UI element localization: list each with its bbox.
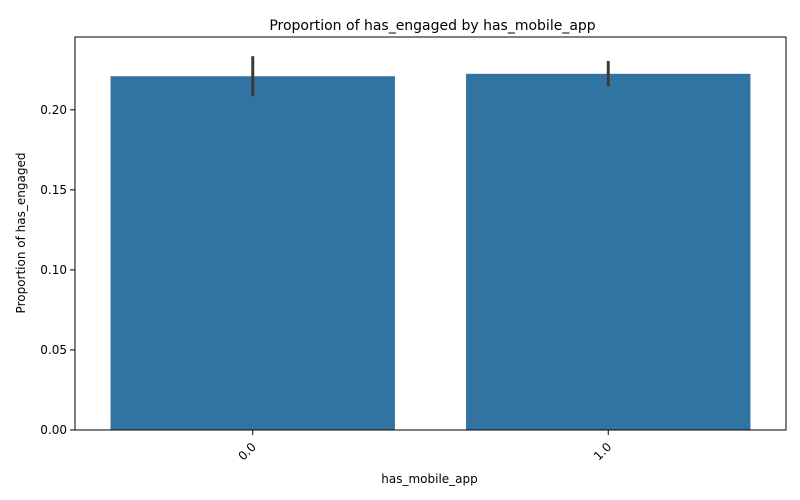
bars-group	[110, 73, 751, 431]
bar-1.0	[466, 73, 751, 431]
errorbars-group	[251, 56, 610, 97]
x-axis: 0.0 1.0	[235, 430, 614, 463]
y-axis: 0.00 0.05 0.10 0.15 0.20	[40, 103, 75, 437]
y-tick-label: 0.15	[40, 183, 67, 197]
chart-title: Proportion of has_engaged by has_mobile_…	[269, 18, 595, 34]
x-tick-label: 1.0	[591, 440, 614, 463]
x-tick-label: 0.0	[235, 440, 258, 463]
y-tick-label: 0.00	[40, 423, 67, 437]
y-tick-label: 0.10	[40, 263, 67, 277]
y-axis-label: Proportion of has_engaged	[14, 153, 28, 314]
y-tick-label: 0.05	[40, 343, 67, 357]
plot-frame	[74, 36, 787, 431]
y-tick-label: 0.20	[40, 103, 67, 117]
bar-0.0	[110, 76, 395, 430]
x-axis-label: has_mobile_app	[381, 472, 478, 486]
